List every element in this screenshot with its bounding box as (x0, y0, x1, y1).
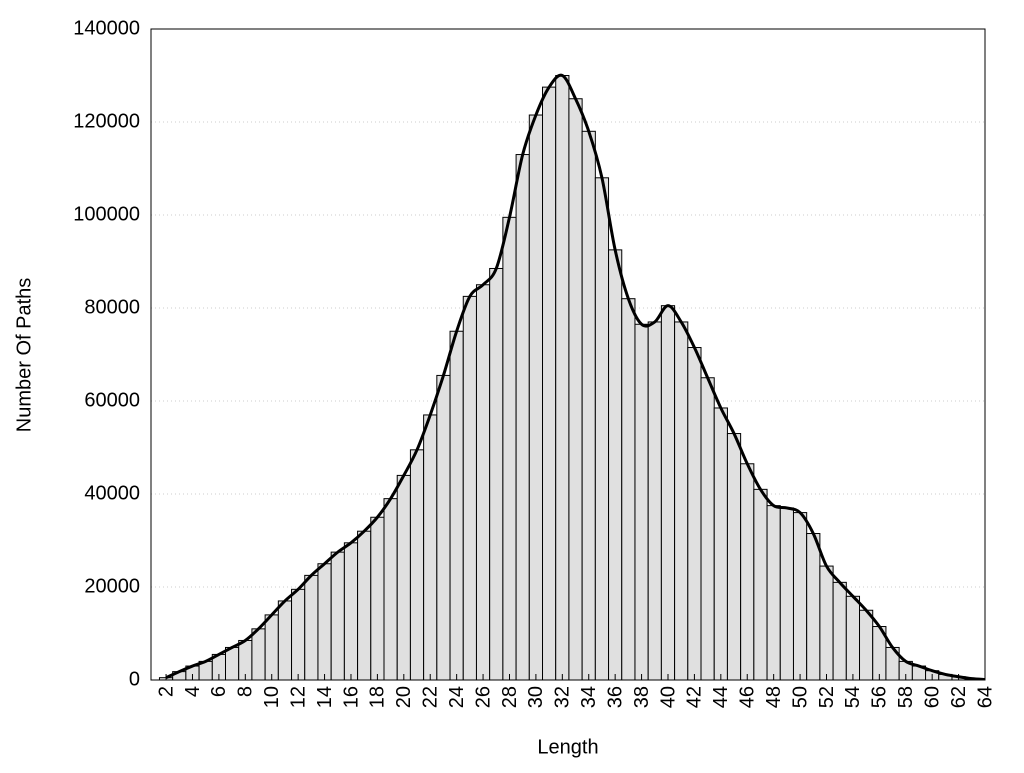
bar (569, 99, 582, 680)
x-tick-label: 14 (314, 686, 336, 708)
bar (503, 217, 516, 680)
x-tick-label: 54 (842, 686, 864, 708)
bar (833, 582, 846, 680)
bar (305, 575, 318, 680)
bar (609, 250, 622, 680)
bar (225, 647, 238, 680)
y-tick-label: 120000 (73, 110, 140, 132)
y-tick-label: 60000 (84, 389, 140, 411)
x-tick-label: 34 (578, 686, 600, 708)
bar (424, 415, 437, 680)
x-tick-label: 50 (789, 686, 811, 708)
x-tick-label: 6 (208, 686, 230, 697)
bar (476, 285, 489, 680)
x-axis-title: Length (537, 736, 598, 758)
y-tick-label: 20000 (84, 575, 140, 597)
bar (741, 464, 754, 680)
x-tick-label: 48 (763, 686, 785, 708)
y-tick-label: 140000 (73, 17, 140, 39)
bar (582, 131, 595, 680)
x-tick-label: 4 (182, 686, 204, 697)
bar (846, 596, 859, 680)
bar (860, 610, 873, 680)
x-tick-label: 26 (472, 686, 494, 708)
bar (397, 475, 410, 680)
bar (793, 513, 806, 680)
x-tick-label: 30 (525, 686, 547, 708)
bar (450, 331, 463, 680)
x-tick-label: 42 (684, 686, 706, 708)
bar (318, 564, 331, 680)
bar (529, 115, 542, 680)
x-tick-label: 46 (737, 686, 759, 708)
x-tick-label: 32 (552, 686, 574, 708)
bar (278, 601, 291, 680)
bar (331, 552, 344, 680)
bars (159, 75, 991, 680)
y-tick-label: 100000 (73, 203, 140, 225)
x-tick-label: 28 (499, 686, 521, 708)
bar (714, 408, 727, 680)
bar (371, 517, 384, 680)
bar (780, 508, 793, 680)
x-tick-label: 60 (921, 686, 943, 708)
x-tick-label: 20 (393, 686, 415, 708)
bar (661, 306, 674, 680)
y-tick-label: 80000 (84, 296, 140, 318)
bar (463, 296, 476, 680)
x-tick-label: 40 (657, 686, 679, 708)
x-tick-label: 52 (816, 686, 838, 708)
bar (344, 543, 357, 680)
bar (622, 299, 635, 680)
x-tick-label: 2 (155, 686, 177, 697)
bar (410, 450, 423, 680)
bar (635, 324, 648, 680)
x-tick-label: 24 (446, 686, 468, 708)
bar (543, 87, 556, 680)
x-tick-label: 8 (235, 686, 257, 697)
bar (556, 76, 569, 681)
bar (265, 615, 278, 680)
bar (754, 489, 767, 680)
x-tick-label: 62 (948, 686, 970, 708)
x-tick-label: 36 (604, 686, 626, 708)
bar (358, 531, 371, 680)
x-tick-label: 58 (895, 686, 917, 708)
x-tick-label: 56 (869, 686, 891, 708)
x-tick-label: 38 (631, 686, 653, 708)
x-tick-label: 12 (287, 686, 309, 708)
y-axis-title: Number Of Paths (13, 278, 35, 433)
y-tick-label: 0 (129, 668, 140, 690)
bar (490, 268, 503, 680)
x-tick-label: 18 (367, 686, 389, 708)
x-tick-label: 44 (710, 686, 732, 708)
bar (767, 506, 780, 680)
bar (688, 348, 701, 680)
x-tick-label: 22 (420, 686, 442, 708)
y-tick-label: 40000 (84, 482, 140, 504)
bar (820, 566, 833, 680)
bar (648, 322, 661, 680)
x-tick-label: 16 (340, 686, 362, 708)
bar (437, 375, 450, 680)
bar (675, 322, 688, 680)
bar (595, 178, 608, 680)
bar (701, 378, 714, 680)
bar (727, 434, 740, 680)
bar (516, 155, 529, 680)
x-tick-label: 64 (974, 686, 996, 708)
bar (292, 589, 305, 680)
bar (384, 499, 397, 680)
bar (807, 534, 820, 680)
x-tick-label: 10 (261, 686, 283, 708)
bar (252, 629, 265, 680)
